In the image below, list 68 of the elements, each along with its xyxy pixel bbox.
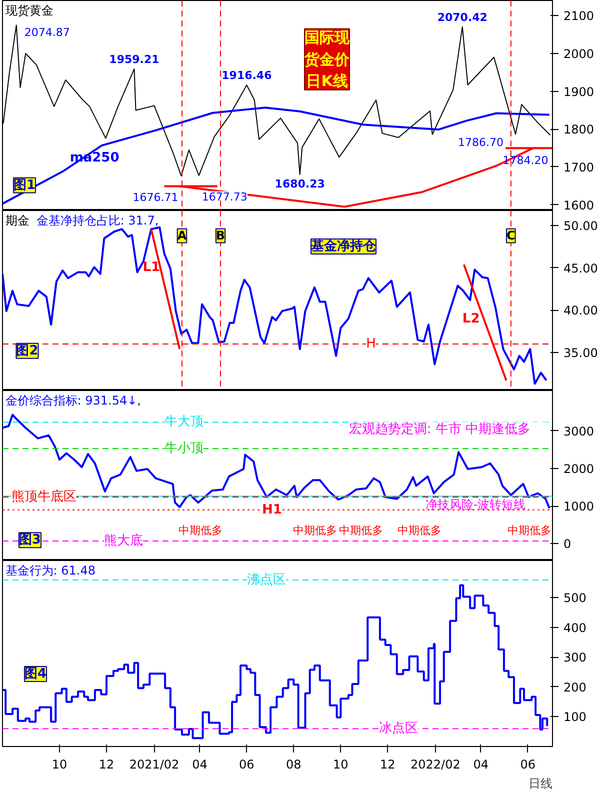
y-tick-label: 2000 bbox=[564, 46, 594, 61]
annotation: 中期低多 bbox=[178, 524, 222, 538]
annotation: 图4 bbox=[24, 666, 47, 682]
annotation: 中期低多 bbox=[339, 524, 384, 538]
annotation: 2074.87 bbox=[24, 26, 70, 40]
y-tick-label: 2100 bbox=[564, 9, 594, 24]
chart-title: 期金 bbox=[5, 214, 30, 228]
annotation: 国际现货金价日K线 bbox=[304, 28, 350, 90]
y-tick-label: 200 bbox=[564, 680, 586, 694]
x-tick-label: 2021/02 bbox=[129, 758, 180, 772]
annotation: 1680.23 bbox=[274, 177, 325, 190]
x-tick-label: 04 bbox=[473, 758, 489, 772]
chart-title: 现货黄金 bbox=[5, 4, 54, 18]
chart-subtitle: 金基净持仓占比: 31.7, bbox=[36, 214, 159, 228]
y-tick-label: 40.00 bbox=[564, 304, 598, 318]
y-tick-label: 3000 bbox=[564, 424, 594, 438]
y-tick-label: 100 bbox=[564, 710, 586, 724]
ref-line-label: 牛小顶 bbox=[164, 441, 204, 456]
series-label: L1 bbox=[142, 260, 160, 276]
annotation: 1677.73 bbox=[202, 190, 248, 204]
ref-line-label: 牛大顶 bbox=[164, 414, 204, 430]
x-tick-label: 08 bbox=[286, 758, 302, 772]
annotation: 1676.71 bbox=[132, 190, 178, 204]
annotation: 1916.46 bbox=[222, 69, 272, 82]
annotation: 图1 bbox=[13, 178, 36, 193]
annotation: 2070.42 bbox=[437, 10, 488, 24]
x-tick-label: 10 bbox=[333, 758, 348, 772]
annotation: 1786.70 bbox=[458, 136, 504, 150]
text: 日线 bbox=[528, 776, 552, 790]
ref-line-label: H bbox=[366, 336, 376, 352]
ref-line-label: 冰点区 bbox=[379, 721, 418, 736]
y-tick-label: 35.00 bbox=[564, 346, 598, 360]
ref-line-label: C bbox=[506, 228, 516, 243]
annotation: 1959.21 bbox=[109, 52, 160, 66]
annotation: 中期低多 bbox=[507, 524, 552, 538]
y-tick-label: 1700 bbox=[564, 160, 594, 174]
annotation: 图2 bbox=[16, 343, 38, 358]
y-tick-label: 45.00 bbox=[564, 261, 598, 276]
x-tick-label: 10 bbox=[52, 758, 68, 772]
x-tick-label: 12 bbox=[98, 758, 114, 772]
y-tick-label: 1800 bbox=[564, 122, 594, 137]
y-tick-label: 300 bbox=[564, 650, 586, 665]
x-tick-label: 12 bbox=[380, 758, 396, 772]
chart-title: 金价综合指标: 931.54↓, bbox=[5, 394, 141, 408]
x-tick-label: 04 bbox=[192, 758, 208, 772]
x-tick-label: 06 bbox=[239, 758, 254, 772]
annotation: 中期低多 bbox=[397, 524, 442, 538]
ref-line-label: B bbox=[216, 228, 226, 243]
annotation: 宏观趋势定调: 牛市 中期逢低多 bbox=[348, 421, 531, 438]
y-tick-label: 1900 bbox=[564, 84, 594, 99]
annotation: 净技风险-波转短线 bbox=[425, 497, 526, 512]
y-tick-label: 0 bbox=[564, 537, 572, 552]
y-tick-label: 400 bbox=[564, 620, 586, 635]
y-tick-label: 500 bbox=[564, 591, 586, 606]
y-tick-label: 1600 bbox=[564, 198, 594, 212]
y-tick-label: 50.00 bbox=[564, 219, 598, 234]
ref-line-label: 沸点区 bbox=[247, 572, 286, 588]
series-label: L2 bbox=[462, 311, 480, 326]
x-tick-label: 06 bbox=[520, 758, 536, 772]
annotation: 中期低多 bbox=[292, 524, 337, 538]
ref-line-label: H1 bbox=[262, 502, 282, 518]
ref-line-label: 熊大底 bbox=[104, 534, 143, 549]
chart-title: 基金行为: 61.48 bbox=[5, 564, 96, 578]
annotation: 图3 bbox=[18, 532, 42, 548]
y-tick-label: 1000 bbox=[564, 500, 594, 514]
x-tick-label: 2022/02 bbox=[410, 758, 460, 772]
ref-line-label: 熊顶牛底区 bbox=[11, 490, 76, 505]
y-tick-label: 2000 bbox=[564, 462, 594, 476]
